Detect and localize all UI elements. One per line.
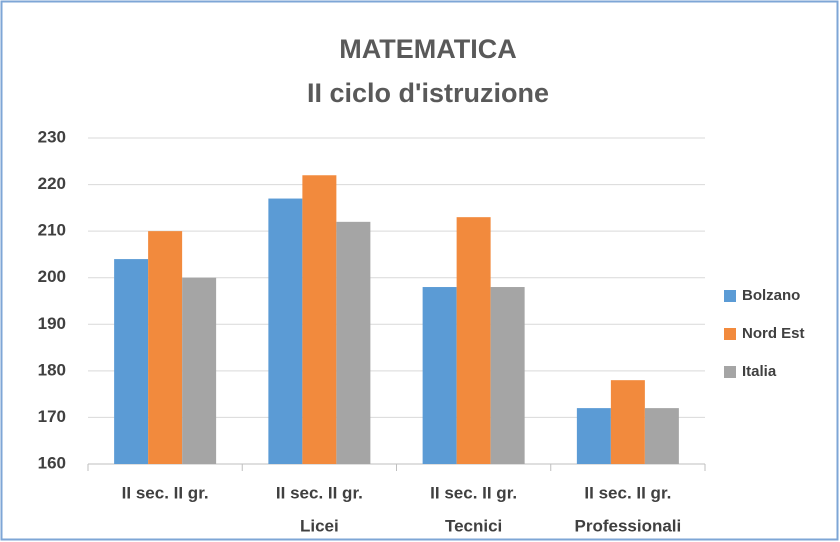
bar xyxy=(490,287,525,464)
x-tick-label: II sec. II gr. xyxy=(122,483,209,502)
x-tick-label: II sec. II gr. xyxy=(584,483,671,502)
bar xyxy=(302,175,337,464)
bar xyxy=(644,408,679,464)
y-tick-label: 200 xyxy=(38,267,66,286)
legend-swatch xyxy=(724,290,736,302)
bar xyxy=(456,217,491,464)
bar xyxy=(148,231,183,464)
x-tick-label: Professionali xyxy=(574,516,681,535)
y-tick-label: 220 xyxy=(38,174,66,193)
chart-subtitle: II ciclo d'istruzione xyxy=(307,78,549,108)
bar xyxy=(182,277,217,464)
bar xyxy=(422,287,457,464)
legend-label: Bolzano xyxy=(742,287,800,304)
bar xyxy=(336,221,371,464)
bar xyxy=(610,380,645,464)
y-tick-label: 170 xyxy=(38,407,66,426)
x-tick-label: Licei xyxy=(300,516,339,535)
x-tick-label: II sec. II gr. xyxy=(430,483,517,502)
y-tick-label: 180 xyxy=(38,360,66,379)
y-tick-label: 230 xyxy=(38,127,66,146)
legend-label: Italia xyxy=(742,363,777,380)
legend-label: Nord Est xyxy=(742,325,805,342)
legend-swatch xyxy=(724,366,736,378)
bar xyxy=(576,408,611,464)
legend-swatch xyxy=(724,328,736,340)
y-tick-label: 210 xyxy=(38,221,66,240)
bar xyxy=(268,198,303,465)
x-tick-label: II sec. II gr. xyxy=(276,483,363,502)
y-tick-label: 190 xyxy=(38,314,66,333)
chart-title: MATEMATICA xyxy=(339,34,516,64)
bar xyxy=(114,259,149,464)
x-tick-label: Tecnici xyxy=(445,516,502,535)
y-tick-label: 160 xyxy=(38,453,66,472)
